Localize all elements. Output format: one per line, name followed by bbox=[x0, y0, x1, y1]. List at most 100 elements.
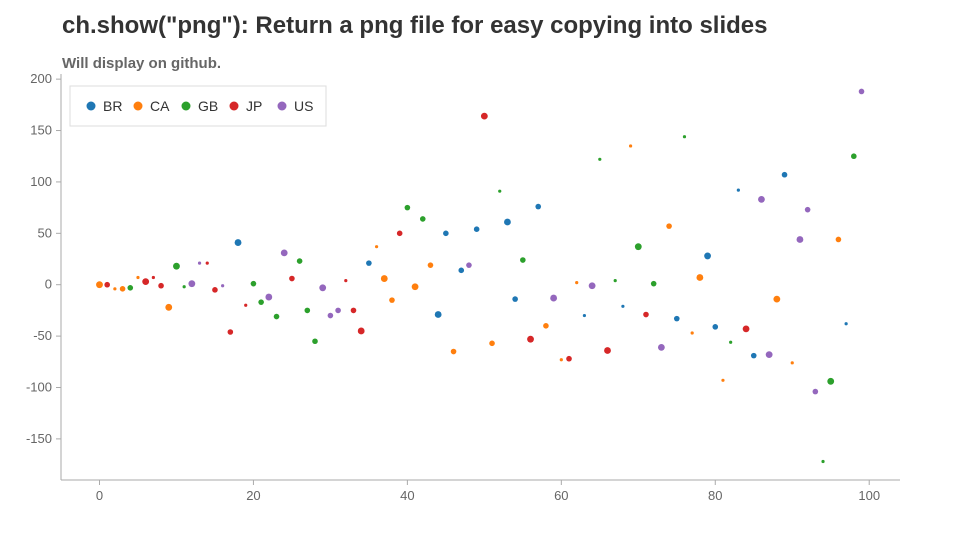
data-point-ca bbox=[790, 361, 794, 365]
chart-axes: 200 150 100 50 0 -50 -100 -150 0 20 40 60 80 100 bbox=[26, 71, 900, 503]
data-point-us bbox=[188, 280, 196, 288]
data-point-br bbox=[844, 322, 848, 326]
data-point-ca bbox=[835, 236, 842, 243]
data-point-ca bbox=[165, 303, 173, 311]
data-point-gb bbox=[296, 258, 303, 264]
data-point-jp bbox=[158, 282, 164, 289]
data-point-jp bbox=[212, 287, 218, 293]
data-point-gb bbox=[634, 243, 642, 251]
data-point-br bbox=[673, 315, 680, 322]
data-point-ca bbox=[119, 286, 126, 292]
y-tick-label: -100 bbox=[26, 379, 52, 394]
data-point-ca bbox=[575, 281, 579, 285]
data-point-gb bbox=[419, 216, 426, 222]
data-point-gb bbox=[498, 189, 502, 193]
data-point-gb bbox=[613, 278, 617, 283]
data-point-us bbox=[265, 293, 273, 301]
data-point-gb bbox=[729, 340, 733, 344]
data-point-br bbox=[736, 188, 740, 192]
x-tick-label: 0 bbox=[96, 488, 103, 503]
data-point-ca bbox=[380, 275, 388, 282]
data-point-jp bbox=[244, 303, 248, 307]
data-point-us bbox=[812, 388, 819, 395]
data-point-us bbox=[221, 284, 225, 288]
data-point-us bbox=[280, 249, 288, 257]
data-point-ca bbox=[136, 275, 140, 280]
data-point-gb bbox=[173, 262, 180, 270]
x-tick-label: 20 bbox=[246, 488, 260, 503]
y-tick-label: 50 bbox=[38, 225, 52, 240]
y-tick-label: -150 bbox=[26, 431, 52, 446]
data-point-br bbox=[458, 267, 465, 274]
data-point-us bbox=[588, 282, 596, 290]
data-point-us bbox=[804, 206, 811, 213]
data-point-ca bbox=[559, 358, 563, 362]
data-point-us bbox=[319, 284, 327, 292]
legend-label-gb: GB bbox=[198, 98, 218, 114]
data-point-jp bbox=[566, 355, 572, 362]
data-point-ca bbox=[411, 283, 419, 291]
data-point-gb bbox=[127, 284, 134, 291]
x-tick-label: 100 bbox=[858, 488, 880, 503]
data-point-jp bbox=[227, 329, 234, 335]
chart-subtitle: Will display on github. bbox=[62, 55, 222, 72]
data-point-ca bbox=[113, 287, 117, 291]
data-point-gb bbox=[827, 377, 835, 385]
data-point-ca bbox=[773, 295, 781, 303]
y-tick-label: 150 bbox=[30, 123, 52, 138]
data-point-jp bbox=[205, 261, 209, 265]
data-point-us bbox=[197, 261, 202, 265]
data-point-gb bbox=[258, 299, 264, 305]
data-point-br bbox=[781, 171, 788, 178]
data-point-ca bbox=[450, 348, 457, 355]
data-point-gb bbox=[404, 204, 411, 211]
legend-label-ca: CA bbox=[150, 98, 170, 114]
data-point-us bbox=[758, 195, 765, 203]
data-point-jp bbox=[142, 278, 150, 286]
x-tick-label: 60 bbox=[554, 488, 568, 503]
data-point-ca bbox=[543, 323, 549, 329]
data-point-gb bbox=[182, 285, 186, 289]
legend-marker-us bbox=[277, 101, 287, 111]
data-point-br bbox=[234, 239, 242, 246]
x-tick-label: 40 bbox=[400, 488, 414, 503]
data-point-gb bbox=[682, 135, 687, 139]
y-tick-label: 0 bbox=[45, 277, 52, 292]
data-point-gb bbox=[821, 459, 825, 464]
data-point-br bbox=[621, 304, 625, 308]
data-point-br bbox=[535, 203, 542, 210]
data-point-br bbox=[504, 218, 511, 226]
data-point-br bbox=[750, 352, 757, 359]
data-point-ca bbox=[690, 331, 694, 335]
y-tick-label: 100 bbox=[30, 174, 52, 189]
data-point-gb bbox=[520, 257, 526, 263]
data-point-br bbox=[473, 226, 480, 233]
data-point-jp bbox=[344, 278, 348, 283]
legend-label-jp: JP bbox=[246, 98, 262, 114]
legend-label-br: BR bbox=[103, 98, 122, 114]
data-point-ca bbox=[666, 223, 672, 229]
data-point-br bbox=[366, 260, 372, 266]
data-point-ca bbox=[696, 274, 704, 281]
data-point-us bbox=[327, 312, 334, 319]
data-point-jp bbox=[151, 275, 155, 280]
data-point-ca bbox=[374, 245, 379, 249]
data-point-jp bbox=[104, 281, 110, 288]
data-point-ca bbox=[721, 378, 725, 382]
data-point-gb bbox=[304, 307, 311, 314]
data-point-jp bbox=[742, 325, 750, 333]
data-point-jp bbox=[527, 335, 534, 343]
legend-marker-jp bbox=[229, 101, 239, 111]
data-point-jp bbox=[396, 230, 403, 237]
data-point-us bbox=[858, 88, 865, 95]
data-point-jp bbox=[604, 347, 611, 354]
data-point-gb bbox=[312, 338, 318, 345]
data-point-ca bbox=[427, 262, 434, 268]
data-point-jp bbox=[643, 311, 649, 318]
legend-label-us: US bbox=[294, 98, 313, 114]
data-point-jp bbox=[289, 275, 295, 282]
data-point-us bbox=[796, 236, 804, 243]
data-point-br bbox=[704, 252, 711, 260]
data-point-us bbox=[550, 294, 558, 302]
data-point-ca bbox=[489, 340, 495, 347]
